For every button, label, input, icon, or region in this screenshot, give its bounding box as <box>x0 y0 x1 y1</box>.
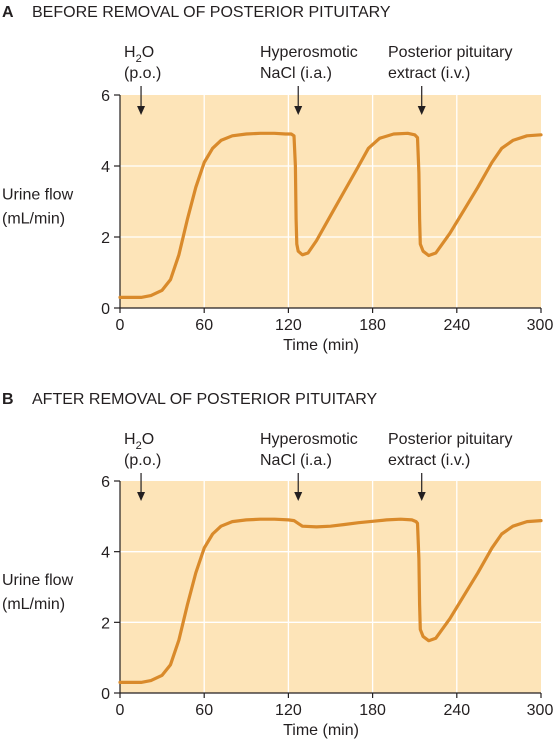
x-tick-label: 0 <box>116 702 125 719</box>
x-tick-label: 60 <box>195 317 213 334</box>
y-axis-label: (mL/min) <box>2 211 65 228</box>
formula-part: H <box>124 44 136 61</box>
annotation-label: (p.o.) <box>124 452 161 469</box>
annotation-label: Posterior pituitary <box>388 44 513 61</box>
annotation-label: (p.o.) <box>124 65 161 82</box>
x-tick-label: 180 <box>359 317 386 334</box>
x-tick-label: 240 <box>443 702 470 719</box>
x-tick-label: 120 <box>275 702 302 719</box>
y-axis-label: Urine flow <box>2 187 74 204</box>
x-tick-label: 240 <box>443 317 470 334</box>
formula-subscript: 2 <box>136 53 142 65</box>
x-axis-label: Time (min) <box>283 337 359 354</box>
panel-letter: B <box>2 391 14 408</box>
y-tick-label: 6 <box>101 88 110 105</box>
x-axis-label: Time (min) <box>283 722 359 739</box>
formula-part: O <box>142 44 154 61</box>
panel-title: BEFORE REMOVAL OF POSTERIOR PITUITARY <box>32 4 391 21</box>
plot-area <box>120 95 541 308</box>
chart-panel-a: A BEFORE REMOVAL OF POSTERIOR PITUITARY 0 2… <box>2 4 553 354</box>
x-tick-label: 0 <box>116 317 125 334</box>
annotation-arrow-head <box>137 106 146 115</box>
x-tick-label: 300 <box>527 702 554 719</box>
x-tick-label: 120 <box>275 317 302 334</box>
y-axis-label: (mL/min) <box>2 596 65 613</box>
panel-letter: A <box>2 4 14 21</box>
annotation-arrow-head <box>294 492 303 501</box>
annotation-label: H2O <box>124 44 154 65</box>
y-tick-label: 2 <box>101 615 110 632</box>
annotation-label: NaCl (i.a.) <box>260 65 332 82</box>
x-tick-label: 60 <box>195 702 213 719</box>
chart-panel-b: B AFTER REMOVAL OF POSTERIOR PITUITARY024… <box>2 391 553 739</box>
y-tick-label: 0 <box>101 686 110 703</box>
panel-title: AFTER REMOVAL OF POSTERIOR PITUITARY <box>32 391 378 408</box>
annotation-label: NaCl (i.a.) <box>260 452 332 469</box>
y-tick-label: 2 <box>101 230 110 247</box>
annotation-arrow-head <box>417 492 426 501</box>
formula-part: H <box>124 431 136 448</box>
y-tick-label: 4 <box>101 545 110 562</box>
annotation-label: Posterior pituitary <box>388 431 513 448</box>
annotation-label: extract (i.v.) <box>388 452 470 469</box>
annotation-label: H2O <box>124 431 154 452</box>
y-axis-label: Urine flow <box>2 572 74 589</box>
annotation-arrow-head <box>137 492 146 501</box>
y-tick-label: 0 <box>101 301 110 318</box>
annotation-label: extract (i.v.) <box>388 65 470 82</box>
annotation-label: Hyperosmotic <box>260 44 358 61</box>
formula-part: O <box>142 431 154 448</box>
formula-subscript: 2 <box>136 440 142 452</box>
x-tick-label: 300 <box>527 317 554 334</box>
annotation-label: Hyperosmotic <box>260 431 358 448</box>
y-tick-label: 4 <box>101 159 110 176</box>
series-line <box>118 517 543 684</box>
annotation-arrow-head <box>294 106 303 115</box>
x-tick-label: 180 <box>359 702 386 719</box>
annotation-arrow-head <box>417 106 426 115</box>
series-line <box>118 131 543 299</box>
plot-area <box>120 481 541 693</box>
y-tick-label: 6 <box>101 474 110 491</box>
